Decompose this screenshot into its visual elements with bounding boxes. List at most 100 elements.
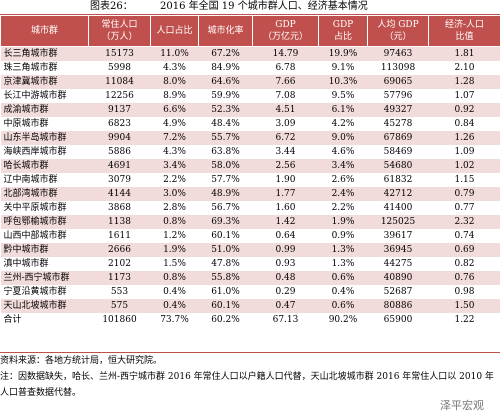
cell: 0.76: [428, 271, 500, 285]
row-label: 哈长城市群: [0, 159, 89, 173]
cell: 8.9%: [163, 91, 186, 101]
header-cell: GDP 占比: [318, 15, 368, 47]
cell: 56.7%: [211, 203, 240, 213]
cell: 65900: [383, 315, 413, 325]
cell: 1.77: [252, 187, 319, 201]
cell: 63.8%: [211, 147, 240, 157]
cell: 58469: [383, 147, 413, 157]
cell: 73.7%: [160, 315, 189, 325]
cell: 0.98: [454, 287, 475, 297]
cell: 5886: [108, 147, 131, 157]
cell: 7.08: [275, 91, 296, 101]
table-row: 珠三角城市群 5998 4.3% 84.9% 6.78 9.1% 113098 2.10: [1, 61, 500, 75]
cell: 9904: [88, 131, 151, 145]
cell: 0.77: [454, 203, 475, 213]
cell: 6.6%: [150, 103, 199, 117]
cell: 3.44: [275, 147, 296, 157]
cell: 7.66: [252, 75, 319, 89]
cell: 69065: [367, 75, 429, 89]
figure-title: 2016 年全国 19 个城市群人口、经济基本情况: [160, 1, 368, 12]
table-row: 兰州-西宁城市群 1173 0.8% 55.8% 0.48 0.6% 40890 0.76: [0, 271, 500, 285]
row-label: 辽中南城市群: [3, 175, 58, 185]
table-row: 宁夏沿黄城市群 553 0.4% 61.0% 0.29 0.4% 52687 0.98: [1, 285, 500, 299]
cell: 6823: [108, 119, 131, 129]
cell: 1173: [88, 271, 151, 285]
table-row: 滇中城市群 2102 1.5% 47.8% 0.93 1.3% 44275 0.82: [1, 257, 500, 271]
cell: 0.64: [275, 231, 296, 241]
header-text: 人口占比: [156, 26, 193, 36]
cell: 1.9%: [150, 243, 199, 257]
cell: 6.1%: [318, 103, 368, 117]
row-label: 宁夏沿黄城市群: [3, 287, 67, 297]
cell: 0.79: [428, 187, 500, 201]
table-row: 黔中城市群 2666 1.9% 51.0% 0.99 1.3% 36945 0.69: [0, 243, 500, 257]
cell: 0.84: [454, 119, 475, 129]
cell: 3.09: [275, 119, 296, 129]
cell: 2666: [88, 243, 151, 257]
cell: 4.3%: [163, 63, 186, 73]
header-cell: 人口占比: [150, 15, 199, 47]
cell: 1138: [88, 215, 151, 229]
cell: 1.9%: [318, 215, 368, 229]
cell: 8.0%: [150, 75, 199, 89]
cell: 4.3%: [163, 147, 186, 157]
table-row: 成渝城市群 9137 6.6% 52.3% 4.51 6.1% 49327 0.92: [0, 103, 500, 117]
cell: 64.6%: [198, 75, 253, 89]
cell: 61832: [383, 175, 413, 185]
cell: 4.6%: [331, 147, 355, 157]
cell: 9137: [88, 103, 151, 117]
header-text: GDP: [332, 20, 354, 30]
cell: 2.8%: [163, 203, 186, 213]
table-row: 山西中部城市群 1611 1.2% 60.1% 0.64 0.9% 39617 0.74: [1, 229, 500, 243]
cell: 2.32: [428, 215, 500, 229]
table-row: 长三角城市群 15173 11.0% 67.2% 14.79 19.9% 97463 1.81: [0, 46, 500, 61]
row-label: 成渝城市群: [0, 103, 89, 117]
cell: 0.74: [454, 231, 475, 241]
cell: 1.02: [428, 159, 500, 173]
row-label: 京津冀城市群: [0, 75, 89, 89]
row-label: 长三角城市群: [0, 46, 89, 61]
cell: 57.7%: [211, 175, 240, 185]
row-label: 珠三角城市群: [3, 63, 58, 73]
cell: 113098: [380, 63, 416, 73]
row-label: 黔中城市群: [0, 243, 89, 257]
title-bar: 图表26： 2016 年全国 19 个城市群人口、经济基本情况: [0, 0, 500, 15]
row-label: 呼包鄂榆城市群: [0, 215, 89, 229]
table-row: 呼包鄂榆城市群 1138 0.8% 69.3% 1.42 1.9% 125025 2.32: [0, 215, 500, 229]
header-text: 比值: [455, 32, 474, 42]
cell: 2.10: [454, 63, 475, 73]
header-text: 经济-人口: [444, 20, 485, 30]
cell: 9.1%: [331, 63, 355, 73]
cell: 51.0%: [198, 243, 253, 257]
cell: 9.5%: [331, 91, 355, 101]
header-text: （元）: [384, 32, 412, 42]
row-label: 海峡西岸城市群: [3, 147, 67, 157]
header-cell: 经济-人口比值: [428, 15, 500, 47]
cell: 125025: [367, 215, 429, 229]
cell: 9.0%: [318, 131, 368, 145]
notes: 资料来源：各地方统计局，恒大研究院。 注：因数据缺失，哈长、兰州-西宁城市群 20…: [0, 352, 500, 401]
cell: 60.2%: [211, 315, 240, 325]
cell: 36945: [367, 243, 429, 257]
cell: 4.51: [252, 103, 319, 117]
cell: 0.6%: [318, 299, 368, 313]
cell: 58.0%: [198, 159, 253, 173]
cell: 39617: [383, 231, 413, 241]
table-row: 京津冀城市群 11084 8.0% 64.6% 7.66 10.3% 69065 1.28: [0, 75, 500, 89]
row-label: 北部湾城市群: [0, 187, 89, 201]
header-text: 人均 GDP: [377, 20, 419, 30]
cell: 4691: [88, 159, 151, 173]
watermark: 泽平宏观: [436, 396, 488, 414]
table-row: 长江中游城市群 12256 8.9% 59.9% 7.08 9.5% 57796 1.07: [1, 89, 500, 103]
cell: 1.07: [454, 91, 475, 101]
cell: 67.13: [272, 315, 299, 325]
cell: 60.1%: [211, 231, 240, 241]
cell: 52.3%: [198, 103, 253, 117]
cell: 1.3%: [331, 259, 355, 269]
cell: 10.3%: [318, 75, 368, 89]
cell: 2.2%: [331, 203, 355, 213]
cell: 57796: [383, 91, 413, 101]
cell: 11.0%: [150, 46, 199, 61]
row-label: 兰州-西宁城市群: [0, 271, 89, 285]
